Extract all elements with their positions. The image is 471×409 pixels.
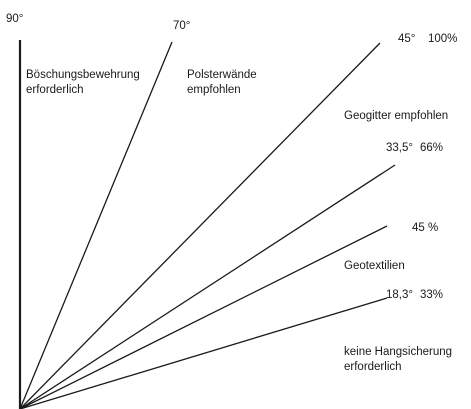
- line-70-degrees: [19, 41, 173, 409]
- label-33-5-degrees: 33,5°: [386, 142, 413, 154]
- zone-geotextilien: Geotextilien: [344, 260, 405, 272]
- zone-polster-line1: Polsterwände: [187, 69, 257, 81]
- label-45-percent: 45 %: [412, 222, 439, 234]
- zone-keine-line1: keine Hangsicherung: [344, 346, 453, 358]
- label-18-3-degrees: 18,3°: [386, 289, 413, 301]
- label-70-degrees: 70°: [173, 20, 191, 32]
- zone-boeschung-line1: Böschungsbewehrung: [26, 69, 140, 81]
- zone-polster-line2: empfohlen: [187, 84, 241, 96]
- label-66-percent: 66%: [420, 142, 444, 154]
- label-33-percent: 33%: [420, 289, 444, 301]
- label-100-percent: 100%: [428, 33, 458, 45]
- line-45-percent: [19, 225, 388, 409]
- label-90-degrees: 90°: [6, 13, 24, 25]
- zone-geogitter: Geogitter empfohlen: [344, 110, 449, 122]
- line-18-3-degrees: [19, 297, 388, 409]
- line-45-degrees: [19, 42, 381, 409]
- zone-keine-line2: erforderlich: [344, 361, 402, 373]
- label-45-degrees: 45°: [398, 33, 416, 45]
- line-33-5-degrees: [19, 164, 396, 409]
- zone-boeschung-line2: erforderlich: [26, 84, 84, 96]
